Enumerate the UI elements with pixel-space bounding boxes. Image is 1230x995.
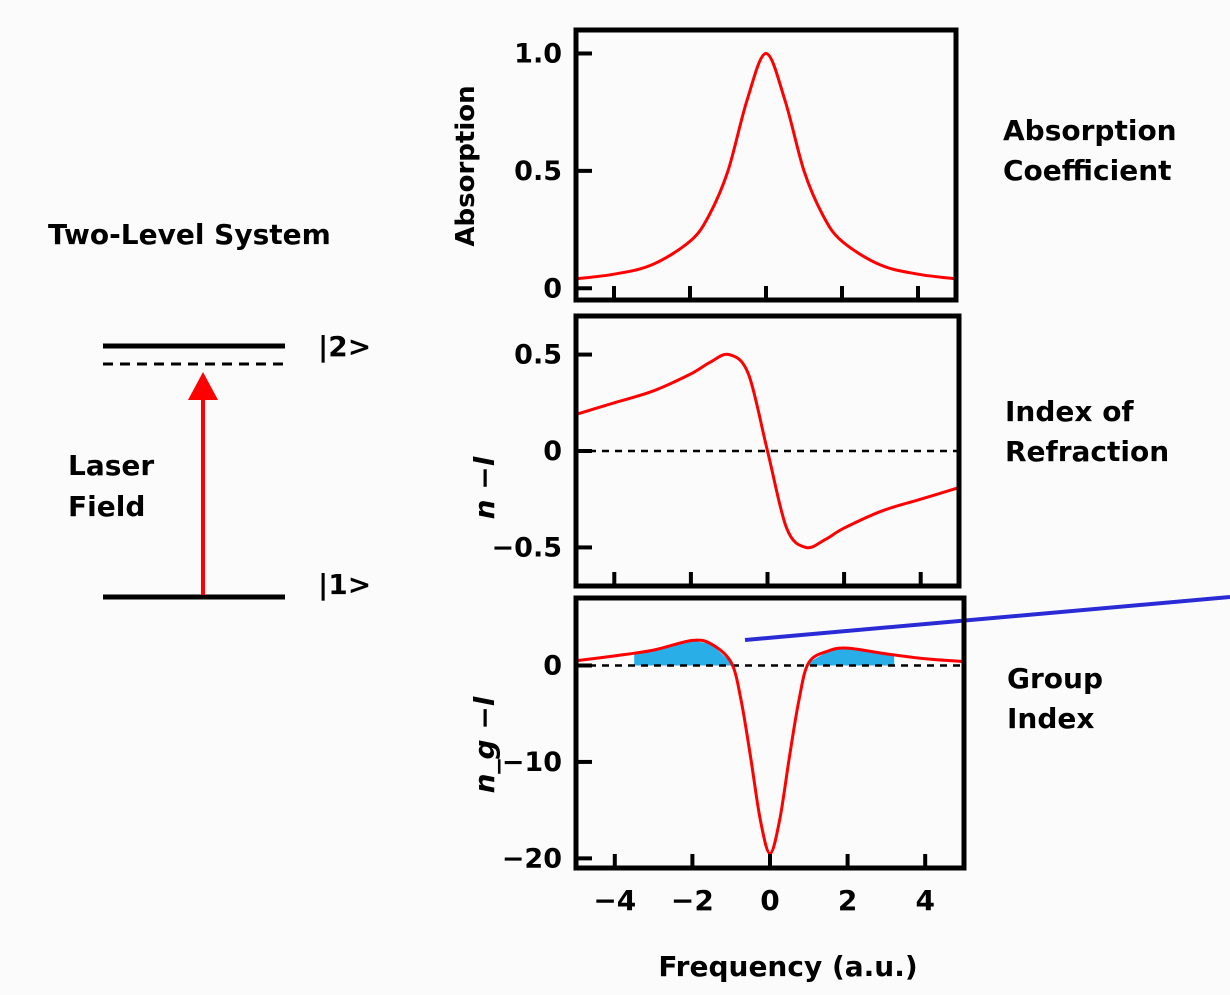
- group-point-13: [807, 661, 810, 664]
- absorption-point-11: [841, 240, 844, 243]
- x-axis-label: Frequency (a.u.): [658, 950, 917, 983]
- group-point-17: [924, 657, 927, 660]
- group-point-1: [613, 654, 616, 657]
- group-point-11: [788, 756, 791, 759]
- panel-group-index: Group Index n_g −l: [468, 662, 1103, 793]
- absorption-side-label-1: Absorption: [1003, 114, 1177, 147]
- xtick-label-1: −2: [671, 884, 714, 917]
- upper-state-label: |2>: [318, 330, 371, 363]
- xtick-label-3: 2: [838, 884, 857, 917]
- group-point-14: [827, 650, 830, 653]
- group-side-label-1: Group: [1007, 662, 1103, 695]
- refraction-point-3: [689, 372, 692, 375]
- refraction-point-11: [843, 527, 846, 530]
- refraction-point-4: [709, 361, 712, 364]
- group-shaded-region-1: [808, 648, 895, 666]
- absorption-frame: [573, 27, 959, 303]
- xtick-label-4: 4: [915, 884, 934, 917]
- panel-refraction: Index of Refraction n −l: [468, 395, 1169, 519]
- refraction-ytick-label-1: 0: [543, 436, 562, 467]
- absorption-point-9: [803, 169, 806, 172]
- refraction-point-6: [747, 372, 750, 375]
- group-curve: [575, 638, 965, 856]
- refraction-point-13: [919, 498, 922, 501]
- group-point-10: [778, 818, 781, 821]
- group-point-16: [885, 652, 888, 655]
- absorption-point-3: [689, 240, 692, 243]
- absorption-ytick-label-0: 0: [543, 273, 562, 304]
- diagram-title: Two-Level System: [48, 218, 331, 251]
- absorption-point-7: [765, 52, 768, 55]
- refraction-point-7: [766, 450, 769, 453]
- group-point-15: [846, 647, 849, 650]
- group-y-axis-label: n_g −l: [468, 696, 501, 793]
- absorption-y-axis-label: Absorption: [451, 85, 481, 246]
- absorption-point-12: [879, 263, 882, 266]
- xtick-label-0: −4: [593, 884, 636, 917]
- absorption-point-5: [727, 169, 730, 172]
- group-ytick-label-1: −10: [502, 747, 562, 778]
- group-ytick-label-0: −20: [502, 843, 562, 874]
- refraction-point-1: [613, 401, 616, 404]
- absorption-point-13: [917, 273, 920, 276]
- refraction-side-label-1: Index of: [1005, 395, 1134, 428]
- absorption-curve: [575, 51, 957, 281]
- refraction-point-5: [728, 353, 731, 356]
- group-shaded-region-0: [634, 640, 732, 666]
- laser-arrow-head: [188, 372, 218, 400]
- absorption-point-8: [784, 99, 787, 102]
- absorption-point-1: [613, 273, 616, 276]
- group-side-label-2: Index: [1007, 702, 1094, 735]
- refraction-side-label-2: Refraction: [1005, 435, 1169, 468]
- laser-label: Laser: [68, 449, 154, 482]
- two-level-diagram: Two-Level System |2> |1> Laser Field: [48, 218, 371, 601]
- group-point-5: [730, 661, 733, 664]
- absorption-point-10: [822, 214, 825, 217]
- refraction-ytick-label-0: −0.5: [492, 532, 562, 563]
- refraction-y-axis-label: n −l: [468, 456, 501, 519]
- annotation-line: [744, 595, 1230, 642]
- refraction-point-2: [651, 390, 654, 393]
- group-point-8: [759, 818, 762, 821]
- absorption-point-4: [708, 214, 711, 217]
- absorption-ytick-label-2: 1.0: [514, 38, 562, 69]
- group-point-3: [691, 639, 694, 642]
- refraction-point-12: [881, 509, 884, 512]
- absorption-side-label-2: Coefficient: [1003, 154, 1172, 187]
- refraction-curve: [575, 352, 960, 550]
- absorption-point-2: [651, 263, 654, 266]
- group-point-4: [710, 643, 713, 646]
- refraction-point-9: [804, 546, 807, 549]
- group-point-12: [798, 698, 801, 701]
- absorption-ytick-label-1: 0.5: [514, 156, 562, 187]
- xtick-label-2: 0: [760, 884, 779, 917]
- group-ytick-label-2: 0: [543, 651, 562, 682]
- group-point-6: [739, 698, 742, 701]
- absorption-point-6: [746, 99, 749, 102]
- group-point-2: [652, 649, 655, 652]
- refraction-point-10: [823, 538, 826, 541]
- panel-absorption: Absorption Coefficient Absorption: [451, 85, 1177, 246]
- field-label: Field: [68, 490, 145, 523]
- group-point-7: [749, 756, 752, 759]
- lower-state-label: |1>: [318, 568, 371, 601]
- refraction-point-8: [785, 527, 788, 530]
- refraction-ytick-label-2: 0.5: [514, 340, 562, 371]
